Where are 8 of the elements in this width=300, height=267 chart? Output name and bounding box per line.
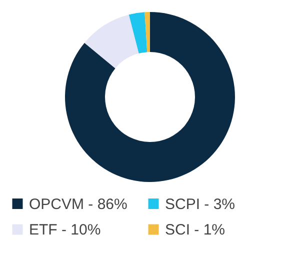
donut-slice [84,14,139,68]
donut-slice [144,12,150,52]
legend-label: SCI - 1% [165,222,226,238]
legend-label: OPCVM - 86% [29,196,128,213]
donut-slice [65,12,235,182]
legend-label: SCPI - 3% [165,196,236,213]
legend-label: ETF - 10% [29,222,101,238]
donut-slice [128,12,148,54]
